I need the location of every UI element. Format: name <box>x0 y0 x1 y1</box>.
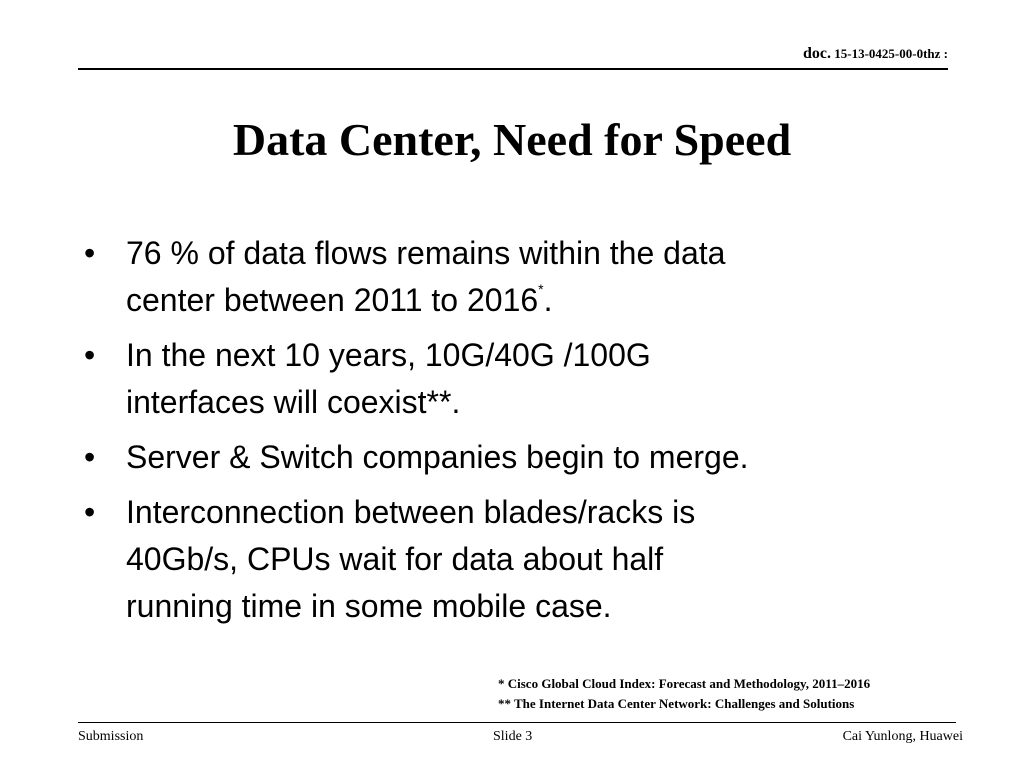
footnote: ** The Internet Data Center Network: Cha… <box>498 696 855 711</box>
bullet-line: 40Gb/s, CPUs wait for data about half <box>126 541 664 577</box>
bullet-line-with-footnote: center between 2011 to 2016*. <box>126 277 944 324</box>
bullet-dot: • <box>84 439 96 475</box>
footnote-marker: * <box>538 281 544 297</box>
bullet-list: • 76 % of data flows remains within the … <box>84 230 944 638</box>
footnotes: * Cisco Global Cloud Index: Forecast and… <box>498 674 870 714</box>
footer-divider <box>78 722 956 723</box>
bullet-line: Interconnection between blades/racks is <box>126 494 696 530</box>
bullet-line: running time in some mobile case. <box>126 588 612 624</box>
bullet-dot: • <box>84 494 96 530</box>
bullet-item: • In the next 10 years, 10G/40G /100G in… <box>84 332 944 426</box>
bullet-item: • 76 % of data flows remains within the … <box>84 230 944 324</box>
bullet-line: 76 % of data flows remains within the da… <box>126 235 726 271</box>
bullet-line-end: . <box>543 282 553 318</box>
bullet-dot: • <box>84 235 96 271</box>
header-divider <box>78 68 948 70</box>
doc-number: 15-13-0425-00-0thz : <box>831 46 948 61</box>
footnote: * Cisco Global Cloud Index: Forecast and… <box>498 676 871 691</box>
bullet-line: In the next 10 years, 10G/40G /100G <box>126 337 651 373</box>
bullet-line: center between 2011 to 2016 <box>126 282 539 318</box>
slide-title: Data Center, Need for Speed <box>232 114 792 165</box>
document-id: doc. 15-13-0425-00-0thz : <box>803 45 948 63</box>
bullet-line: interfaces will coexist**. <box>126 384 461 420</box>
bullet-dot: • <box>84 337 96 373</box>
footer-submission: Submission <box>78 729 144 744</box>
footer-author: Cai Yunlong, Huawei <box>842 729 963 744</box>
footer-slide-number: Slide 3 <box>493 729 533 744</box>
doc-prefix: doc. <box>803 45 832 62</box>
bullet-item: • Interconnection between blades/racks i… <box>84 489 944 630</box>
bullet-item: • Server & Switch companies begin to mer… <box>84 434 944 481</box>
bullet-line: Server & Switch companies begin to merge… <box>126 439 749 475</box>
